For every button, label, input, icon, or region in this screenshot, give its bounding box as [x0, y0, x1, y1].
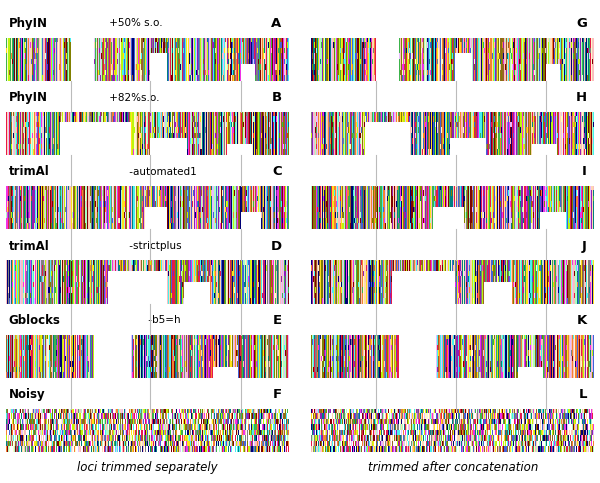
Text: J: J	[582, 240, 587, 253]
Text: Noisy: Noisy	[9, 388, 46, 401]
Text: D: D	[271, 240, 281, 253]
Text: -b5=h: -b5=h	[145, 315, 181, 326]
Text: H: H	[576, 91, 587, 104]
Text: trimmed after concatenation: trimmed after concatenation	[368, 461, 538, 474]
Text: C: C	[272, 165, 281, 178]
Text: Gblocks: Gblocks	[9, 314, 61, 327]
Text: trimAl: trimAl	[9, 240, 50, 253]
Text: +82%s.o.: +82%s.o.	[106, 93, 160, 103]
Text: -strictplus: -strictplus	[125, 241, 181, 251]
Text: L: L	[578, 388, 587, 401]
Text: A: A	[271, 17, 281, 30]
Text: G: G	[576, 17, 587, 30]
Text: PhyIN: PhyIN	[9, 17, 48, 30]
Text: K: K	[577, 314, 587, 327]
Text: F: F	[272, 388, 281, 401]
Text: PhyIN: PhyIN	[9, 91, 48, 104]
Text: +50% s.o.: +50% s.o.	[106, 18, 163, 28]
Text: -automated1: -automated1	[125, 167, 196, 177]
Text: trimAl: trimAl	[9, 165, 50, 178]
Text: E: E	[272, 314, 281, 327]
Text: B: B	[271, 91, 281, 104]
Text: I: I	[582, 165, 587, 178]
Text: loci trimmed separately: loci trimmed separately	[77, 461, 218, 474]
